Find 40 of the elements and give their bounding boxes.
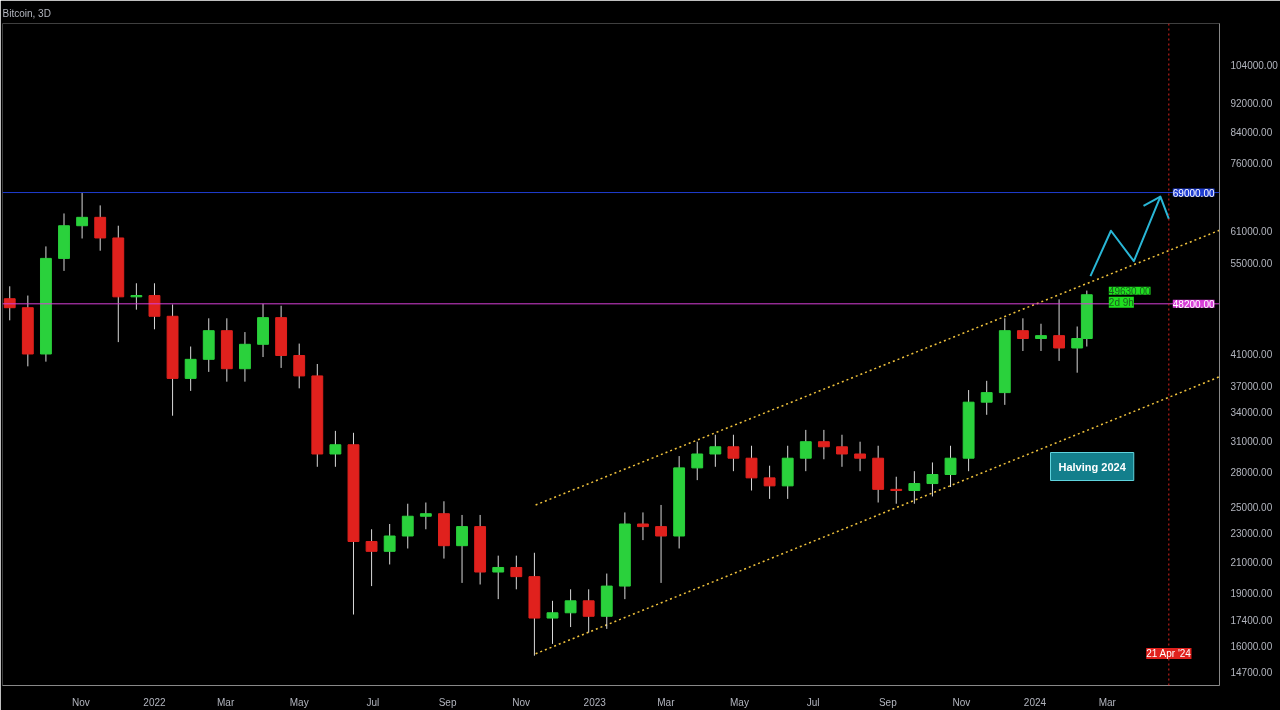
ref-line-label: 69000.00 <box>1172 187 1215 199</box>
y-tick-label: 19000.00 <box>1230 587 1273 599</box>
x-tick-label: 2022 <box>143 696 167 708</box>
x-tick-label: Jul <box>366 696 380 708</box>
y-tick-label: 55000.00 <box>1230 257 1273 269</box>
x-tick-label: Nov <box>512 696 531 708</box>
x-tick-label: 2023 <box>583 696 607 708</box>
ref-line-label: 21 Apr '24 <box>1146 648 1192 659</box>
y-tick-label: 21000.00 <box>1230 556 1273 568</box>
y-tick-label: 34000.00 <box>1230 407 1273 419</box>
x-tick-label: Sep <box>878 696 898 708</box>
x-tick-label: Mar <box>217 696 235 708</box>
annotation: 2d 9h <box>1108 296 1134 308</box>
y-tick-label: 37000.00 <box>1230 380 1273 392</box>
x-tick-label: Sep <box>438 696 457 708</box>
x-tick-label: Jul <box>806 696 820 708</box>
x-tick-label: May <box>730 696 749 708</box>
x-tick-label: 2024 <box>1023 696 1047 708</box>
y-tick-label: 14700.00 <box>1230 667 1273 679</box>
y-tick-label: 17400.00 <box>1230 614 1273 626</box>
x-tick-label: Nov <box>952 696 971 708</box>
y-tick-label: 104000.00 <box>1230 60 1279 72</box>
y-tick-label: 84000.00 <box>1230 126 1273 138</box>
y-tick-label: 61000.00 <box>1230 225 1273 237</box>
y-tick-label: 31000.00 <box>1230 435 1273 447</box>
x-tick-label: Mar <box>1098 696 1117 708</box>
y-tick-label: 76000.00 <box>1230 157 1273 169</box>
y-tick-label: 23000.00 <box>1230 528 1273 540</box>
y-tick-label: 41000.00 <box>1230 348 1273 360</box>
x-tick-label: Mar <box>657 696 676 708</box>
annotation: Halving 2024 <box>1058 460 1127 473</box>
ref-line-label: 48200.00 <box>1172 298 1215 310</box>
chart-title: Bitcoin, 3D <box>2 7 51 19</box>
y-tick-label: 28000.00 <box>1230 467 1273 479</box>
x-tick-label: May <box>289 696 309 708</box>
y-tick-label: 92000.00 <box>1230 98 1273 110</box>
annotation: 49630.00 <box>1108 285 1151 297</box>
y-tick-label: 25000.00 <box>1230 502 1273 514</box>
x-tick-label: Nov <box>72 696 90 708</box>
y-tick-label: 16000.00 <box>1230 640 1273 652</box>
